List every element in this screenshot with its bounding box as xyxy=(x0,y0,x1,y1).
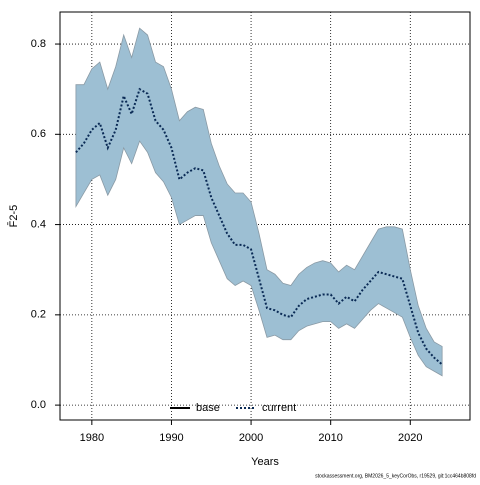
legend-label: base xyxy=(196,402,220,414)
line xyxy=(75,87,443,366)
y-tick-label: 0.0 xyxy=(31,399,46,411)
legend-label: current xyxy=(262,402,296,414)
plot-frame xyxy=(59,11,471,421)
footer: stockassessment.org, BM2026_5_keyCorObs,… xyxy=(315,473,476,479)
x-tick-label: 2010 xyxy=(318,432,342,444)
y-tick-label: 0.6 xyxy=(31,128,46,140)
y-tick-label: 0.2 xyxy=(31,309,46,321)
x-axis-label: Years xyxy=(251,456,279,468)
y-axis-label: F̄2-5 xyxy=(7,205,20,228)
confidence-band xyxy=(75,27,443,377)
y-tick-label: 0.4 xyxy=(31,218,46,230)
x-tick-label: 1990 xyxy=(159,432,183,444)
y-tick-label: 0.8 xyxy=(31,38,46,50)
x-tick-label: 2020 xyxy=(398,432,422,444)
x-tick-label: 1980 xyxy=(80,432,104,444)
x-tick-label: 2000 xyxy=(239,432,263,444)
